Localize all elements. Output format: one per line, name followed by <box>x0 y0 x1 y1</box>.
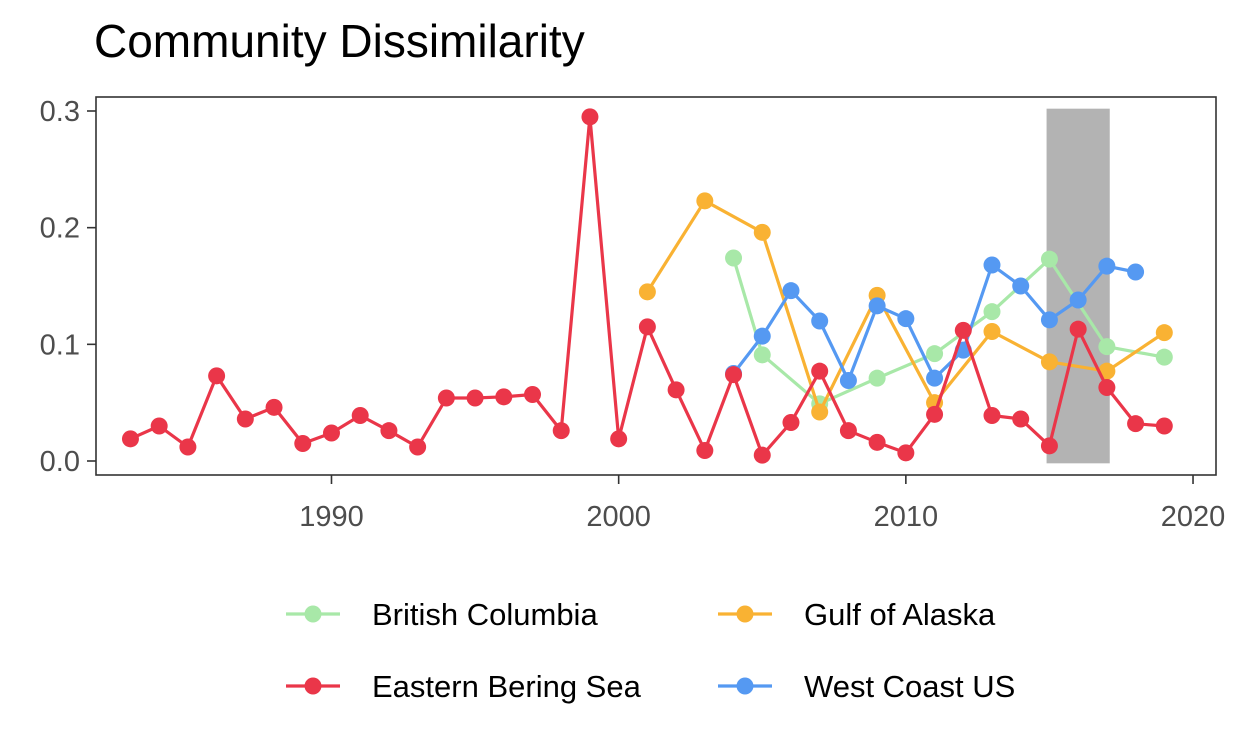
data-point-eastern-bering-sea <box>638 318 656 336</box>
data-point-west-coast-us <box>1040 311 1058 329</box>
data-point-gulf-of-alaska <box>1040 353 1058 371</box>
data-point-british-columbia <box>1040 250 1058 268</box>
data-point-eastern-bering-sea <box>811 362 829 380</box>
data-point-eastern-bering-sea <box>782 414 800 431</box>
y-tick-label: 0.1 <box>40 329 80 361</box>
series-eastern-bering-sea <box>121 108 1173 464</box>
x-tick-label: 2000 <box>586 501 651 533</box>
data-point-eastern-bering-sea <box>868 433 886 451</box>
legend-item-british-columbia: British Columbia <box>286 597 598 632</box>
series-line-gulf-of-alaska <box>646 199 1166 414</box>
data-point-gulf-of-alaska <box>811 403 829 421</box>
data-point-eastern-bering-sea <box>581 108 599 126</box>
data-point-eastern-bering-sea <box>265 398 283 416</box>
data-point-eastern-bering-sea <box>466 389 484 407</box>
data-point-eastern-bering-sea <box>1127 415 1145 433</box>
data-point-eastern-bering-sea <box>208 367 226 385</box>
data-point-eastern-bering-sea <box>552 422 570 440</box>
data-point-eastern-bering-sea <box>926 405 944 423</box>
legend-key-point <box>736 605 754 623</box>
data-point-british-columbia <box>926 345 944 363</box>
data-point-west-coast-us <box>983 256 1001 274</box>
legend-label: Eastern Bering Sea <box>372 669 642 704</box>
data-point-british-columbia <box>868 369 886 387</box>
data-point-gulf-of-alaska <box>983 323 1001 340</box>
data-point-west-coast-us <box>1098 257 1116 275</box>
x-tick-label: 2020 <box>1161 501 1226 533</box>
x-tick-label: 2010 <box>874 501 939 533</box>
data-point-gulf-of-alaska <box>638 283 656 301</box>
legend-key-point <box>736 677 754 695</box>
data-point-eastern-bering-sea <box>696 442 714 459</box>
series-gulf-of-alaska <box>638 192 1173 421</box>
data-point-eastern-bering-sea <box>150 417 168 435</box>
data-point-eastern-bering-sea <box>322 424 340 442</box>
data-point-west-coast-us <box>1069 291 1087 309</box>
data-point-eastern-bering-sea <box>1098 379 1116 396</box>
data-point-eastern-bering-sea <box>351 407 369 424</box>
y-tick-label: 0.2 <box>40 213 80 245</box>
data-point-british-columbia <box>983 303 1001 321</box>
data-point-eastern-bering-sea <box>954 321 972 339</box>
data-point-eastern-bering-sea <box>1040 437 1058 455</box>
data-point-eastern-bering-sea <box>725 366 743 384</box>
legend-item-west-coast-us: West Coast US <box>718 669 1015 704</box>
legend-key-point <box>304 677 322 695</box>
legend-item-gulf-of-alaska: Gulf of Alaska <box>718 597 996 632</box>
data-point-eastern-bering-sea <box>753 446 771 464</box>
data-point-eastern-bering-sea <box>1069 320 1087 338</box>
data-point-eastern-bering-sea <box>1155 417 1173 435</box>
data-point-eastern-bering-sea <box>121 430 139 448</box>
data-point-eastern-bering-sea <box>380 422 398 440</box>
data-point-eastern-bering-sea <box>610 430 628 448</box>
data-point-west-coast-us <box>897 310 915 328</box>
data-point-eastern-bering-sea <box>495 388 513 406</box>
data-point-gulf-of-alaska <box>753 223 771 241</box>
data-point-west-coast-us <box>1127 263 1145 281</box>
highlight-band <box>1046 108 1110 464</box>
data-point-british-columbia <box>725 249 743 267</box>
data-point-eastern-bering-sea <box>897 444 915 462</box>
data-point-eastern-bering-sea <box>437 389 455 407</box>
data-point-eastern-bering-sea <box>294 435 312 452</box>
series-british-columbia <box>725 249 1173 413</box>
chart-title: Community Dissimilarity <box>94 15 585 67</box>
data-point-british-columbia <box>753 346 771 364</box>
y-tick-label: 0.0 <box>40 446 80 478</box>
data-point-gulf-of-alaska <box>1155 324 1173 342</box>
data-point-west-coast-us <box>839 372 857 389</box>
legend-item-eastern-bering-sea: Eastern Bering Sea <box>286 669 642 704</box>
legend-label: West Coast US <box>804 669 1015 704</box>
legend-label: British Columbia <box>372 597 598 632</box>
data-point-eastern-bering-sea <box>839 422 857 440</box>
data-point-gulf-of-alaska <box>696 192 714 210</box>
legend-key-point <box>304 605 322 623</box>
data-point-west-coast-us <box>926 369 944 387</box>
data-point-west-coast-us <box>1012 277 1030 295</box>
y-tick-label: 0.3 <box>40 96 80 128</box>
data-point-eastern-bering-sea <box>409 438 427 456</box>
data-point-eastern-bering-sea <box>983 407 1001 424</box>
data-point-west-coast-us <box>753 327 771 345</box>
data-point-eastern-bering-sea <box>1012 410 1030 428</box>
data-point-west-coast-us <box>811 312 829 330</box>
data-point-west-coast-us <box>868 297 886 315</box>
data-point-west-coast-us <box>782 282 800 300</box>
data-point-eastern-bering-sea <box>524 386 542 403</box>
data-point-eastern-bering-sea <box>667 381 685 399</box>
data-point-eastern-bering-sea <box>236 410 254 428</box>
x-tick-label: 1990 <box>299 501 364 533</box>
data-point-eastern-bering-sea <box>179 438 197 456</box>
data-point-british-columbia <box>1155 348 1173 366</box>
plot-panel-border <box>95 96 1217 476</box>
data-point-british-columbia <box>1098 338 1116 356</box>
legend-label: Gulf of Alaska <box>804 597 996 632</box>
